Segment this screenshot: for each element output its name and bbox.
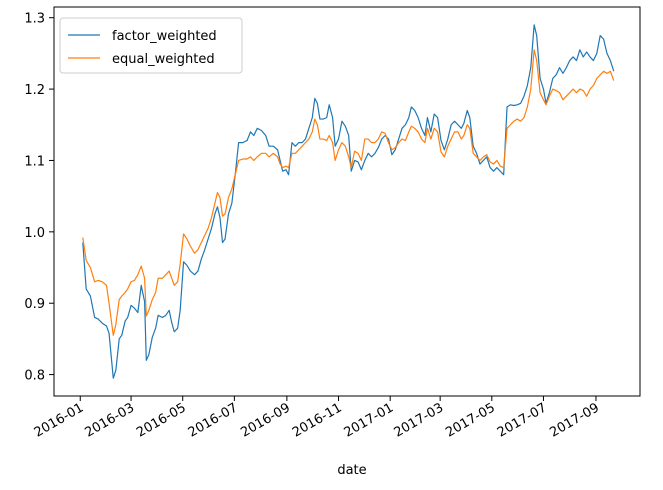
y-tick-label: 0.9 <box>24 297 45 312</box>
y-tick-label: 1.0 <box>24 226 45 241</box>
y-tick-label: 0.8 <box>24 369 45 384</box>
legend-label-factor-weighted: factor_weighted <box>112 29 217 44</box>
series-layer <box>82 24 615 379</box>
x-axis-title: date <box>337 463 366 478</box>
y-tick-label: 1.3 <box>24 12 45 27</box>
legend: factor_weighted equal_weighted <box>59 17 243 74</box>
y-tick-label: 1.1 <box>24 154 45 169</box>
y-tick-label: 1.2 <box>24 83 45 98</box>
legend-box <box>59 17 243 74</box>
series-line-factor-weighted <box>82 24 615 379</box>
plot-frame <box>53 6 641 397</box>
series-line-equal-weighted <box>82 49 615 336</box>
legend-label-equal-weighted: equal_weighted <box>112 52 215 67</box>
